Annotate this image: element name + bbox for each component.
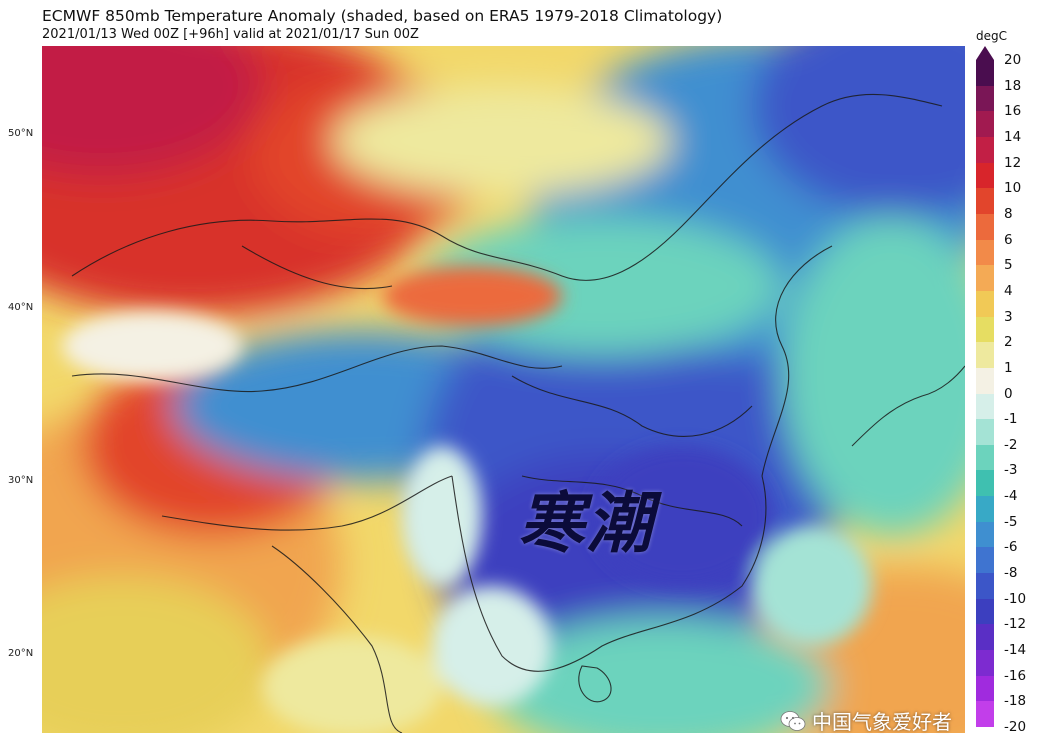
chart-title: ECMWF 850mb Temperature Anomaly (shaded,… bbox=[42, 7, 723, 25]
colorbar-tick-label: -1 bbox=[1004, 411, 1018, 428]
colorbar-segment bbox=[976, 470, 994, 497]
colorbar-segment bbox=[976, 85, 994, 112]
colorbar-segment bbox=[976, 239, 994, 266]
colorbar-tick-label: -5 bbox=[1004, 513, 1018, 530]
colorbar-tick-label: 12 bbox=[1004, 154, 1022, 171]
colorbar-tick-label: -12 bbox=[1004, 616, 1027, 633]
colorbar-segment bbox=[976, 316, 994, 343]
colorbar-tick-label: 20 bbox=[1004, 52, 1022, 68]
watermark-text: 中国气象爱好者 bbox=[812, 710, 952, 734]
colorbar-tick-label: 18 bbox=[1004, 77, 1022, 94]
colorbar-segment bbox=[976, 675, 994, 702]
colorbar-tick-label: 6 bbox=[1004, 231, 1013, 248]
colorbar-tick-label: -8 bbox=[1004, 565, 1018, 582]
wechat-icon bbox=[780, 710, 806, 732]
colorbar-tick-label: -6 bbox=[1004, 539, 1018, 556]
colorbar-tick-label: -20 bbox=[1004, 719, 1027, 735]
colorbar-segment bbox=[976, 162, 994, 189]
colorbar-segment bbox=[976, 367, 994, 394]
colorbar-segment bbox=[976, 393, 994, 420]
colorbar-tick-label: -18 bbox=[1004, 693, 1027, 710]
colorbar-tick-label: 14 bbox=[1004, 128, 1022, 145]
lat-label-20n: 20°N bbox=[8, 648, 34, 659]
colorbar-segment bbox=[976, 650, 994, 677]
colorbar-segment bbox=[976, 496, 994, 523]
colorbar-tick-label: -2 bbox=[1004, 436, 1018, 453]
colorbar-segment bbox=[976, 573, 994, 600]
cold-wave-label: 寒潮 bbox=[518, 485, 654, 562]
colorbar-tick-label: 10 bbox=[1004, 180, 1022, 197]
colorbar-top-arrow bbox=[976, 46, 994, 60]
colorbar-unit: degC bbox=[976, 29, 1007, 43]
colorbar-segment bbox=[976, 701, 994, 728]
colorbar-tick-label: 1 bbox=[1004, 359, 1013, 376]
colorbar bbox=[976, 60, 994, 728]
colorbar-tick-label: 16 bbox=[1004, 103, 1022, 120]
colorbar-tick-label: -14 bbox=[1004, 642, 1027, 659]
colorbar-segment bbox=[976, 521, 994, 548]
colorbar-segment bbox=[976, 342, 994, 369]
colorbar-segment bbox=[976, 111, 994, 138]
colorbar-tick-label: -16 bbox=[1004, 667, 1027, 684]
colorbar-segment bbox=[976, 547, 994, 574]
chart-subtitle: 2021/01/13 Wed 00Z [+96h] valid at 2021/… bbox=[42, 27, 419, 42]
colorbar-tick-label: 8 bbox=[1004, 205, 1013, 222]
temperature-anomaly-map bbox=[42, 46, 965, 733]
colorbar-segment bbox=[976, 188, 994, 215]
lat-label-30n: 30°N bbox=[8, 475, 34, 486]
colorbar-tick-label: 4 bbox=[1004, 282, 1013, 299]
colorbar-segment bbox=[976, 60, 994, 87]
colorbar-segment bbox=[976, 213, 994, 241]
colorbar-segment bbox=[976, 290, 994, 318]
colorbar-segment bbox=[976, 136, 994, 164]
watermark: 中国气象爱好者 bbox=[780, 706, 952, 735]
colorbar-segment bbox=[976, 265, 994, 292]
lat-label-50n: 50°N bbox=[8, 128, 34, 139]
lat-label-40n: 40°N bbox=[8, 302, 34, 313]
colorbar-tick-label: 5 bbox=[1004, 257, 1013, 274]
colorbar-tick-label: -10 bbox=[1004, 590, 1027, 607]
colorbar-tick-label: 0 bbox=[1004, 385, 1013, 402]
colorbar-tick-label: -3 bbox=[1004, 462, 1018, 479]
colorbar-segment bbox=[976, 444, 994, 471]
colorbar-tick-label: 2 bbox=[1004, 334, 1013, 351]
colorbar-segment bbox=[976, 598, 994, 625]
colorbar-segment bbox=[976, 419, 994, 446]
colorbar-segment bbox=[976, 624, 994, 651]
colorbar-tick-label: -4 bbox=[1004, 488, 1018, 505]
colorbar-tick-label: 3 bbox=[1004, 308, 1013, 325]
